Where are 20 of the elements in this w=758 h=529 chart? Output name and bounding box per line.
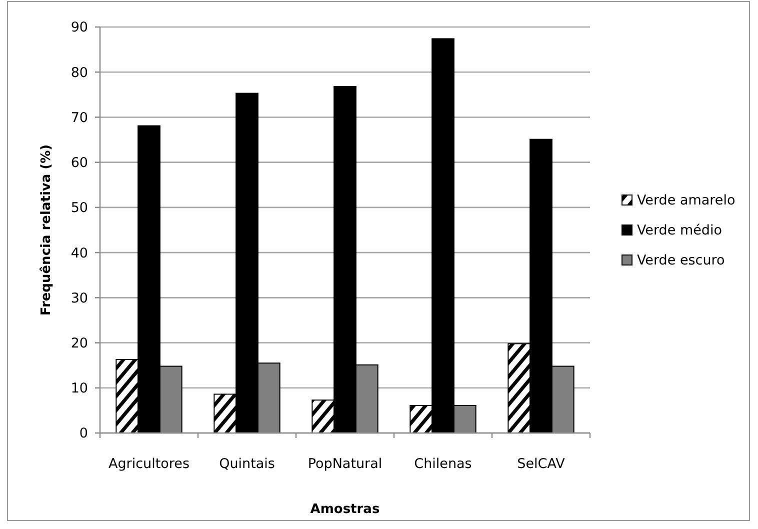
x-axis-title: Amostras (310, 502, 380, 517)
x-tick-label: Chilenas (414, 456, 472, 472)
x-tick-label: PopNatural (308, 456, 382, 472)
legend-label: Verde amarelo (637, 192, 736, 209)
x-tick-label: SelCAV (517, 456, 566, 472)
y-tick-label: 50 (70, 200, 88, 216)
y-axis-title: Frequência relativa (%) (39, 144, 54, 316)
y-tick-label: 10 (70, 380, 88, 397)
y-tick-label: 90 (70, 20, 88, 36)
y-tick-label: 60 (70, 155, 88, 172)
x-tick-label: Quintais (219, 456, 275, 472)
y-tick-label: 70 (70, 110, 88, 126)
legend-label: Verde médio (637, 222, 722, 239)
y-tick-label: 0 (79, 426, 88, 442)
y-tick-label: 80 (70, 64, 88, 81)
y-tick-label: 30 (70, 290, 88, 306)
y-tick-label: 20 (70, 336, 88, 352)
x-tick-label: Agricultores (108, 456, 190, 472)
y-tick-label: 40 (70, 245, 88, 262)
legend-label: Verde escuro (637, 252, 725, 269)
